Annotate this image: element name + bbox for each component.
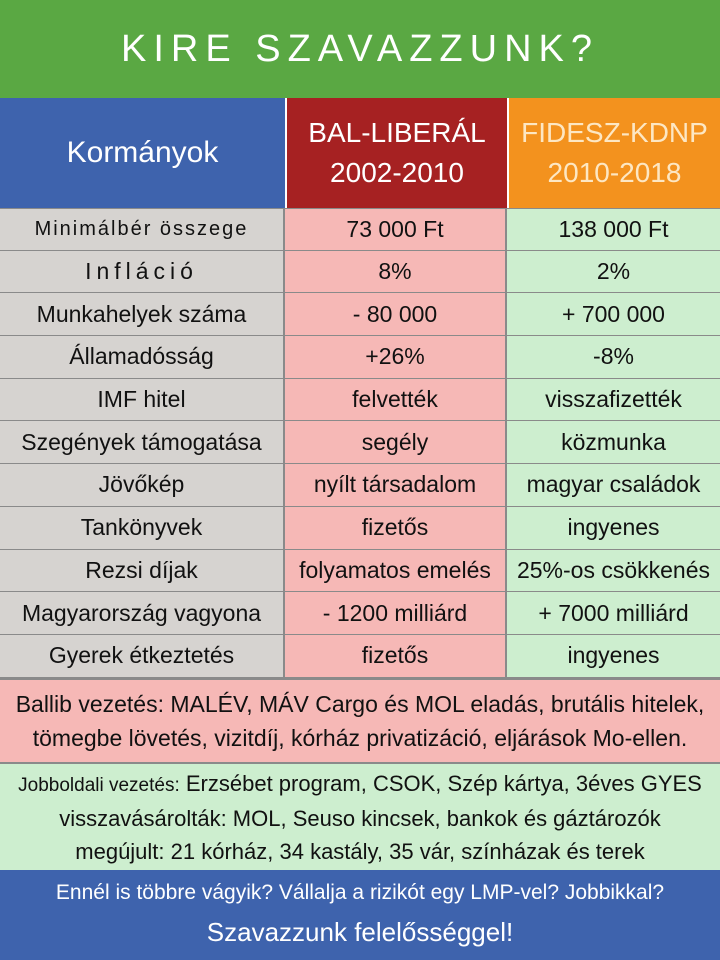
table-row: Minimálbér összege 73 000 Ft 138 000 Ft xyxy=(0,208,720,251)
footer: Ennél is többre vágyik? Vállalja a rizik… xyxy=(0,870,720,960)
left-value: 73 000 Ft xyxy=(285,209,507,250)
row-label: Tankönyvek xyxy=(0,506,285,549)
left-government-notes: Ballib vezetés: MALÉV, MÁV Cargo és MOL … xyxy=(0,678,720,762)
header-label: Kormányok xyxy=(0,98,285,208)
right-party-name: FIDESZ-KDNP xyxy=(521,117,708,148)
right-value: magyar családok xyxy=(507,464,720,506)
table-row: Jövőkép nyílt társadalom magyar családok xyxy=(0,464,720,507)
right-value: 138 000 Ft xyxy=(507,209,720,250)
right-notes-prefix: Jobboldali vezetés: xyxy=(18,774,180,796)
right-value: ingyenes xyxy=(507,506,720,549)
right-value: 2% xyxy=(507,250,720,293)
row-label: Szegények támogatása xyxy=(0,421,285,464)
table-row: Tankönyvek fizetős ingyenes xyxy=(0,506,720,550)
row-label: Magyarország vagyona xyxy=(0,592,285,634)
right-value: közmunka xyxy=(507,421,720,464)
header-right-party: FIDESZ-KDNP 2010-2018 xyxy=(507,98,720,208)
left-value: - 80 000 xyxy=(285,293,507,336)
table-row: Államadósság +26% -8% xyxy=(0,336,720,379)
left-party-name: BAL-LIBERÁL xyxy=(308,117,486,148)
right-government-notes: Jobboldali vezetés: Erzsébet program, CS… xyxy=(0,762,720,870)
row-label: IMF hitel xyxy=(0,378,285,421)
right-notes-line-2: visszavásárolták: MOL, Seuso kincsek, ba… xyxy=(59,805,661,831)
row-label: Rezsi díjak xyxy=(0,549,285,592)
left-party-years: 2002-2010 xyxy=(330,157,464,188)
table-row: Rezsi díjak folyamatos emelés 25%-os csö… xyxy=(0,549,720,593)
row-label: Minimálbér összege xyxy=(0,209,285,250)
table-row: IMF hitel felvették visszafizették xyxy=(0,378,720,422)
header-left-party: BAL-LIBERÁL 2002-2010 xyxy=(285,98,507,208)
left-notes-line-2: tömegbe lövetés, vizitdíj, kórház privat… xyxy=(32,725,688,751)
row-label: Infláció xyxy=(0,250,285,293)
right-value: ingyenes xyxy=(507,634,720,677)
right-party-years: 2010-2018 xyxy=(547,157,682,188)
left-value: felvették xyxy=(285,378,507,421)
right-value: -8% xyxy=(507,336,720,378)
footer-question: Ennél is többre vágyik? Vállalja a rizik… xyxy=(55,881,665,904)
table-row: Szegények támogatása segély közmunka xyxy=(0,421,720,465)
left-value: segély xyxy=(285,421,507,464)
row-label: Gyerek étkeztetés xyxy=(0,634,285,677)
right-value: + 7000 milliárd xyxy=(507,592,720,634)
left-value: fizetős xyxy=(285,506,507,549)
title-bar: KIRE SZAVAZZUNK? xyxy=(0,0,720,98)
left-value: +26% xyxy=(285,336,507,378)
right-value: 25%-os csökkenés xyxy=(507,549,720,592)
left-value: fizetős xyxy=(285,634,507,677)
right-notes-line-1: Jobboldali vezetés: Erzsébet program, CS… xyxy=(18,767,702,802)
left-value: 8% xyxy=(285,250,507,293)
table-row: Gyerek étkeztetés fizetős ingyenes xyxy=(0,634,720,678)
right-notes-line-1-rest: Erzsébet program, CSOK, Szép kártya, 3év… xyxy=(179,770,702,796)
row-label: Munkahelyek száma xyxy=(0,293,285,336)
header-row: Kormányok BAL-LIBERÁL 2002-2010 FIDESZ-K… xyxy=(0,98,720,208)
footer-cta: Szavazzunk felelősséggel! xyxy=(206,917,514,947)
left-value: - 1200 milliárd xyxy=(285,592,507,634)
left-value: folyamatos emelés xyxy=(285,549,507,592)
table-row: Infláció 8% 2% xyxy=(0,250,720,294)
poster-title: KIRE SZAVAZZUNK? xyxy=(121,27,599,70)
right-notes-line-3: megújult: 21 kórház, 34 kastály, 35 vár,… xyxy=(75,838,645,864)
table-row: Magyarország vagyona - 1200 milliárd + 7… xyxy=(0,592,720,635)
table-row: Munkahelyek száma - 80 000 + 700 000 xyxy=(0,293,720,337)
row-label: Jövőkép xyxy=(0,464,285,506)
left-notes-line-1: Ballib vezetés: MALÉV, MÁV Cargo és MOL … xyxy=(15,691,705,717)
right-value: visszafizették xyxy=(507,378,720,421)
comparison-table: Minimálbér összege 73 000 Ft 138 000 Ft … xyxy=(0,208,720,678)
row-label: Államadósság xyxy=(0,336,285,378)
left-value: nyílt társadalom xyxy=(285,464,507,506)
right-value: + 700 000 xyxy=(507,293,720,336)
